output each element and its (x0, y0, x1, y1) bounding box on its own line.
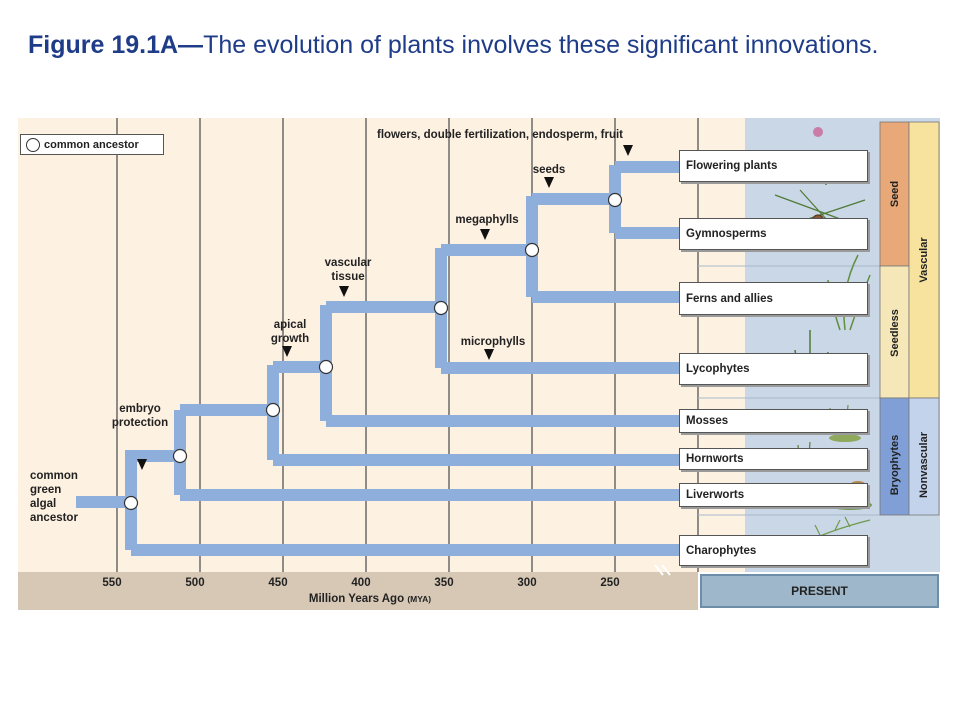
microphylls-label: microphylls (460, 336, 526, 348)
ancestor-label: common green algal ancestor (30, 470, 78, 524)
ancestor-node-2 (172, 448, 188, 464)
axis-tick-500: 500 (185, 577, 205, 589)
taxon-gymnosperms: Gymnosperms (679, 218, 868, 250)
apical-marker (282, 346, 292, 357)
axis-break (654, 564, 671, 576)
bryophytes-group-label: Bryophytes (889, 434, 901, 496)
axis-tick-300: 300 (517, 577, 537, 589)
taxon-mosses: Mosses (679, 409, 868, 433)
flowers-marker (623, 145, 633, 156)
nonvascular-band (908, 397, 940, 516)
axis-tick-550: 550 (102, 577, 122, 589)
embryo-protection-label: embryo protection (111, 403, 169, 429)
axis-bar (18, 572, 698, 610)
megaphylls-marker (480, 229, 490, 240)
seeds-marker (544, 177, 554, 188)
ancestor-node-6 (524, 242, 540, 258)
innovation-markers (137, 145, 633, 470)
ancestor-node-1 (123, 495, 139, 511)
vascular-marker (339, 286, 349, 297)
ancestor-nodes (123, 192, 623, 511)
taxon-lycophytes: Lycophytes (679, 353, 868, 385)
legend: common ancestor (20, 134, 164, 155)
bryophytes-band (879, 397, 910, 516)
vascular-band (908, 121, 940, 399)
taxon-flowering-plants: Flowering plants (679, 150, 868, 182)
figure-title: Figure 19.1A—The evolution of plants inv… (28, 31, 879, 59)
vascular-group-label: Vascular (918, 237, 930, 283)
axis-tick-400: 400 (351, 577, 371, 589)
seedless-group-label: Seedless (889, 309, 901, 357)
present-gridlines (698, 265, 880, 516)
megaphylls-label: megaphylls (455, 214, 519, 226)
taxon-hornworts: Hornworts (679, 448, 868, 470)
axis-tick-450: 450 (268, 577, 288, 589)
vascular-tissue-label: vascular tissue (324, 257, 372, 283)
taxon-charophytes: Charophytes (679, 535, 868, 566)
ancestor-node-4 (318, 359, 334, 375)
seedless-band (879, 265, 910, 399)
apical-growth-label: apical growth (270, 319, 310, 345)
axis-label: Million Years Ago (MYA) (308, 593, 432, 605)
present-label: PRESENT (700, 574, 939, 608)
seeds-label: seeds (532, 164, 566, 176)
legend-label: common ancestor (44, 138, 139, 151)
flowers-label: flowers, double fertilization, endosperm… (377, 129, 623, 141)
common-ancestor-icon (26, 137, 40, 152)
ancestor-node-7 (607, 192, 623, 208)
seed-group-label: Seed (889, 180, 901, 208)
ancestor-node-5 (433, 300, 449, 316)
microphylls-marker (484, 349, 494, 360)
nonvascular-group-label: Nonvascular (918, 431, 930, 499)
axis-tick-250: 250 (600, 577, 620, 589)
embryo-marker (137, 459, 147, 470)
taxon-liverworts: Liverworts (679, 483, 868, 507)
taxon-ferns-and-allies: Ferns and allies (679, 282, 868, 315)
axis-tick-350: 350 (434, 577, 454, 589)
ancestor-node-3 (265, 402, 281, 418)
